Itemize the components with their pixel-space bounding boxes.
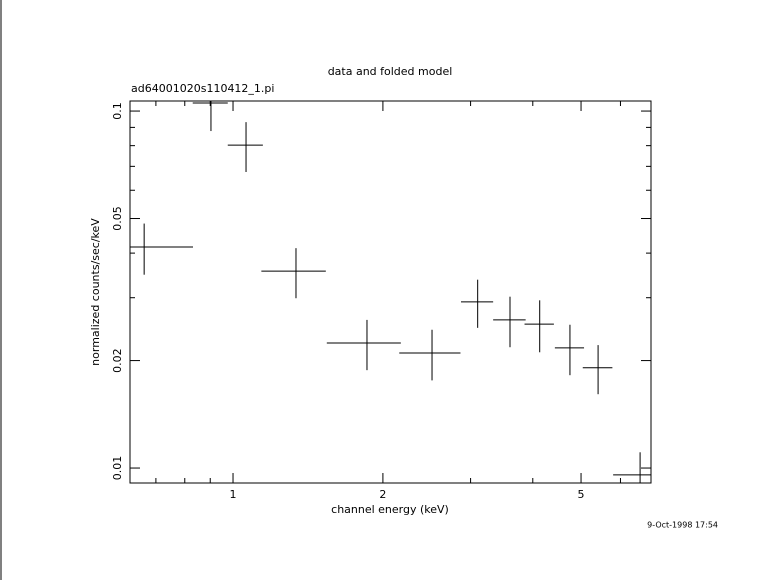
y-tick-label: 0.02: [111, 348, 124, 373]
chart-subtitle: ad64001020s110412_1.pi: [131, 82, 274, 95]
y-tick-label: 0.05: [111, 206, 124, 231]
x-tick-label: 1: [230, 488, 237, 501]
timestamp: 9-Oct-1998 17:54: [647, 521, 718, 530]
y-tick-label: 0.1: [111, 102, 124, 120]
y-tick-label: 0.01: [111, 456, 124, 481]
x-tick-label: 5: [578, 488, 585, 501]
data-layer: [130, 101, 651, 483]
x-axis-label: channel energy (keV): [331, 503, 449, 516]
chart-title: data and folded model: [328, 65, 453, 78]
x-tick-label: 2: [379, 488, 386, 501]
y-axis-label: normalized counts/sec/keV: [89, 218, 102, 366]
plot-frame: [129, 100, 652, 484]
